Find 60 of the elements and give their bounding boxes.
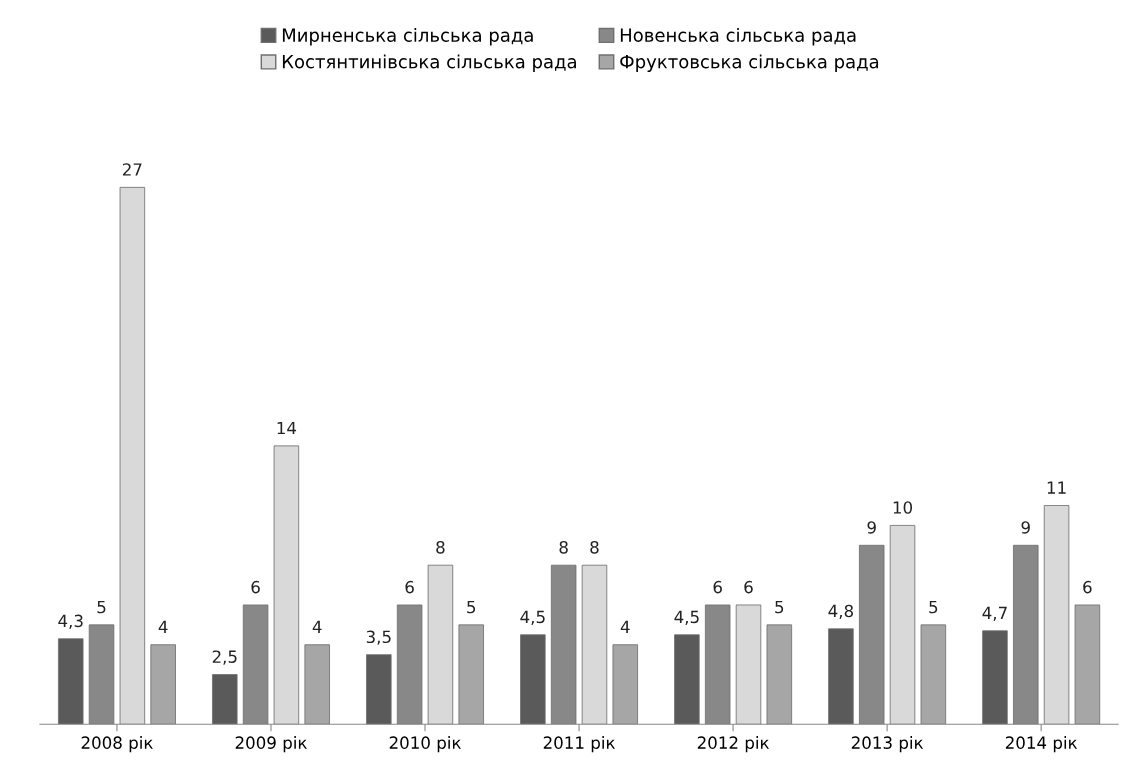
bar	[273, 445, 300, 725]
data-label: 8	[436, 541, 445, 554]
legend-label: Фруктовська сільська рада	[620, 54, 879, 72]
bar	[427, 564, 454, 725]
data-label: 4,3	[58, 614, 83, 629]
data-label: 6	[713, 580, 722, 594]
data-label: 5	[929, 600, 938, 614]
bar	[1074, 604, 1101, 725]
data-label: 4,5	[674, 610, 699, 625]
data-label: 5	[467, 600, 476, 614]
legend-label: Новенська сільська рада	[620, 28, 856, 46]
x-tick-label: 2012 рік	[697, 736, 770, 753]
legend-label: Костянтинівська сільська рада	[282, 54, 576, 72]
bar	[150, 644, 176, 725]
data-label: 9	[867, 521, 876, 534]
data-label: 9	[1021, 521, 1030, 534]
data-label: 4,8	[828, 604, 854, 619]
bar	[920, 624, 947, 725]
x-tick-label: 2008 рік	[81, 736, 153, 753]
bar	[889, 525, 916, 725]
x-tick-label: 2013 рік	[851, 736, 924, 753]
data-label: 6	[405, 580, 414, 594]
data-label: 5	[97, 600, 106, 614]
data-label: 6	[744, 580, 753, 594]
bar	[1043, 505, 1070, 725]
legend-label: Мирненська сільська рада	[282, 28, 533, 46]
bar	[735, 604, 762, 725]
data-label: 27	[122, 163, 142, 176]
bar	[612, 644, 639, 725]
x-tick-label: 2014 рік	[1005, 736, 1078, 753]
data-label: 6	[251, 580, 260, 594]
bar	[581, 564, 608, 725]
data-label: 6	[1083, 580, 1092, 594]
data-label: 10	[893, 501, 913, 514]
data-label: 4	[312, 620, 322, 633]
data-label: 4	[158, 620, 168, 633]
x-tick-label: 2009 рік	[235, 736, 307, 753]
data-label: 4,5	[520, 610, 545, 625]
data-label: 11	[1047, 481, 1066, 494]
data-label: 14	[277, 421, 297, 435]
data-label: 2,5	[212, 650, 237, 665]
data-label: 8	[559, 541, 568, 554]
data-label: 4,7	[982, 606, 1007, 621]
data-label: 3,5	[366, 630, 391, 645]
bar	[58, 638, 84, 725]
data-label: 4	[620, 620, 630, 633]
bar	[766, 624, 793, 725]
bar	[366, 654, 392, 725]
bar	[304, 644, 330, 725]
bar	[828, 628, 854, 725]
bar	[674, 634, 700, 725]
data-label: 8	[590, 541, 599, 554]
bar	[212, 674, 238, 725]
bar	[982, 630, 1008, 725]
bar	[119, 186, 146, 725]
bar	[458, 624, 484, 725]
x-tick-label: 2010 рік	[389, 736, 461, 753]
bar	[520, 634, 546, 725]
x-tick-label: 2011 рік	[543, 736, 615, 753]
data-label: 5	[775, 600, 784, 614]
